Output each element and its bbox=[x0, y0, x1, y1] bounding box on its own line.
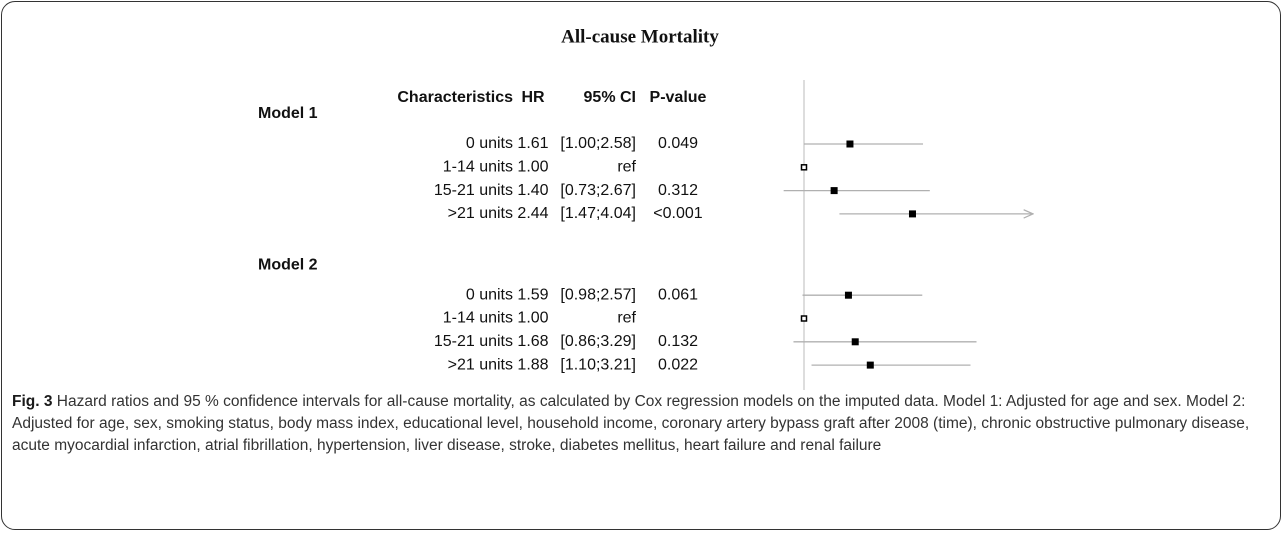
hr-marker bbox=[844, 291, 852, 299]
row-label: 15-21 units bbox=[434, 182, 513, 199]
p-value: 0.132 bbox=[658, 333, 698, 350]
hr-label: 1.00 bbox=[517, 159, 548, 176]
ci-label: [0.98;2.57] bbox=[560, 286, 636, 303]
ci-label: ref bbox=[617, 159, 636, 176]
hr-label: 1.68 bbox=[517, 333, 548, 350]
hr-marker bbox=[846, 140, 854, 148]
ci-label: [1.47;4.04] bbox=[560, 205, 636, 222]
row-label: >21 units bbox=[448, 205, 513, 222]
group-label: Model 1 bbox=[258, 105, 318, 122]
caption: Fig. 3 Hazard ratios and 95 % confidence… bbox=[12, 391, 1274, 457]
p-value: 0.061 bbox=[658, 286, 698, 303]
row-label: 1-14 units bbox=[443, 159, 513, 176]
column-header: HR bbox=[521, 89, 545, 106]
hr-label: 1.61 bbox=[517, 135, 548, 152]
hr-label: 1.88 bbox=[517, 356, 548, 373]
group-label: Model 2 bbox=[258, 256, 318, 273]
hr-marker bbox=[866, 361, 874, 369]
hr-marker bbox=[851, 338, 859, 346]
column-header: Characteristics bbox=[397, 89, 513, 106]
caption-text: Hazard ratios and 95 % confidence interv… bbox=[12, 393, 1250, 454]
ci-label: [1.10;3.21] bbox=[560, 356, 636, 373]
p-value: 0.049 bbox=[658, 135, 698, 152]
chart-title: All-cause Mortality bbox=[561, 26, 719, 47]
hr-marker bbox=[830, 187, 838, 195]
row-label: 0 units bbox=[466, 135, 513, 152]
p-value: 0.022 bbox=[658, 356, 698, 373]
chart: All-cause Mortality Characteristics HR 95%… bbox=[258, 26, 1284, 390]
row-label: 15-21 units bbox=[434, 333, 513, 350]
column-header: P-value bbox=[650, 89, 707, 106]
column-header: 95% CI bbox=[584, 89, 636, 106]
hr-label: 1.00 bbox=[517, 310, 548, 327]
hr-marker bbox=[800, 164, 808, 171]
hr-label: 1.59 bbox=[517, 286, 548, 303]
hr-marker bbox=[800, 315, 808, 322]
row-label: 1-14 units bbox=[443, 310, 513, 327]
p-value: 0.312 bbox=[658, 182, 698, 199]
ci-label: ref bbox=[617, 310, 636, 327]
hr-label: 2.44 bbox=[517, 205, 548, 222]
ci-label: [1.00;2.58] bbox=[560, 135, 636, 152]
hr-marker bbox=[908, 210, 916, 218]
ci-label: [0.86;3.29] bbox=[560, 333, 636, 350]
ci-label: [0.73;2.67] bbox=[560, 182, 636, 199]
row-label: 0 units bbox=[466, 286, 513, 303]
row-label: >21 units bbox=[448, 356, 513, 373]
p-value: <0.001 bbox=[653, 205, 702, 222]
caption-label: Fig. 3 bbox=[12, 393, 53, 410]
hr-label: 1.40 bbox=[517, 182, 548, 199]
